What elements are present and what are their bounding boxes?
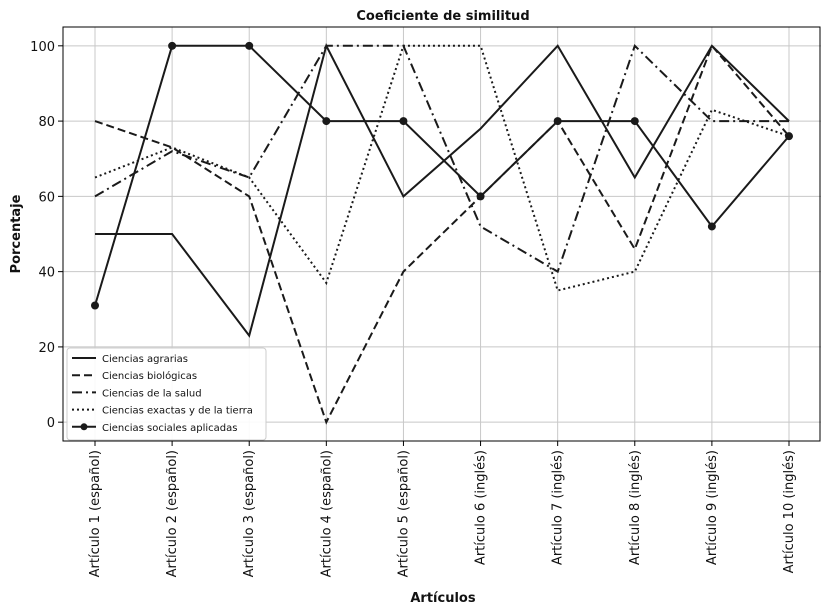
- x-tick-label: Artículo 1 (español): [88, 450, 103, 577]
- data-point: [399, 117, 408, 126]
- data-point: [476, 192, 485, 201]
- y-tick-label: 20: [38, 341, 55, 356]
- series-line: [95, 43, 790, 338]
- data-point: [553, 117, 562, 126]
- legend-item: Ciencias biológicas: [72, 370, 197, 382]
- x-tick-label: Artículo 8 (inglés): [628, 450, 643, 565]
- series-line: [94, 43, 790, 425]
- plot-frame: [62, 26, 821, 442]
- x-tick-labels: Artículo 1 (español) Artículo 2 (español)…: [88, 441, 797, 577]
- y-axis-title: Porcentaje: [9, 194, 24, 273]
- x-tick-label: Artículo 7 (inglés): [551, 450, 566, 565]
- legend-marker: [80, 423, 88, 431]
- legend-label: Ciencias biológicas: [102, 370, 197, 382]
- data-point: [785, 132, 793, 141]
- data-point: [91, 301, 99, 310]
- y-tick-labels: 0 20 40 60 80 100: [30, 40, 63, 431]
- x-tick-label: Artículo 4 (español): [319, 450, 334, 577]
- y-tick-label: 60: [38, 190, 55, 205]
- series-ciencias-biologicas: [94, 43, 790, 425]
- x-axis-title: Artículos: [410, 591, 475, 604]
- y-tick-label: 80: [38, 115, 55, 130]
- data-point: [322, 117, 331, 126]
- data-point: [707, 222, 716, 231]
- legend-box: [66, 347, 267, 441]
- legend-item: Ciencias de la salud: [72, 388, 202, 399]
- x-tick-label: Artículo 5 (español): [396, 450, 411, 577]
- chart-title: Coeficiente de similitud: [356, 9, 529, 24]
- x-tick-label: Artículo 9 (inglés): [705, 450, 720, 565]
- data-point: [245, 41, 254, 50]
- legend-label: Ciencias agrarias: [102, 354, 188, 365]
- y-tick-label: 100: [30, 40, 55, 55]
- y-tick-label: 0: [47, 416, 55, 431]
- data-point: [630, 117, 639, 126]
- legend-label: Ciencias sociales aplicadas: [102, 423, 237, 434]
- x-tick-label: Artículo 10 (inglés): [782, 450, 797, 573]
- legend-item: Ciencias exactas y de la tierra: [72, 406, 253, 417]
- data-point: [168, 41, 177, 50]
- y-tick-label: 40: [38, 266, 55, 281]
- legend-label: Ciencias exactas y de la tierra: [102, 406, 253, 417]
- legend-item: Ciencias agrarias: [72, 354, 188, 365]
- legend-item: Ciencias sociales aplicadas: [72, 423, 237, 434]
- series-line: [94, 44, 790, 306]
- series-ciencias-exactas-y-de-la-tierra: [94, 44, 790, 292]
- x-tick-label: Artículo 6 (inglés): [474, 450, 489, 565]
- legend: Ciencias agrarias Ciencias biológicas Cien…: [66, 347, 267, 441]
- series-ciencias-sociales-aplicadas: [91, 41, 793, 310]
- x-tick-label: Artículo 2 (español): [165, 450, 180, 577]
- series-line: [94, 44, 790, 292]
- x-tick-label: Artículo 3 (español): [242, 450, 257, 577]
- series-lines: [91, 41, 793, 425]
- series-ciencias-agrarias: [95, 43, 790, 338]
- legend-label: Ciencias de la salud: [102, 388, 202, 399]
